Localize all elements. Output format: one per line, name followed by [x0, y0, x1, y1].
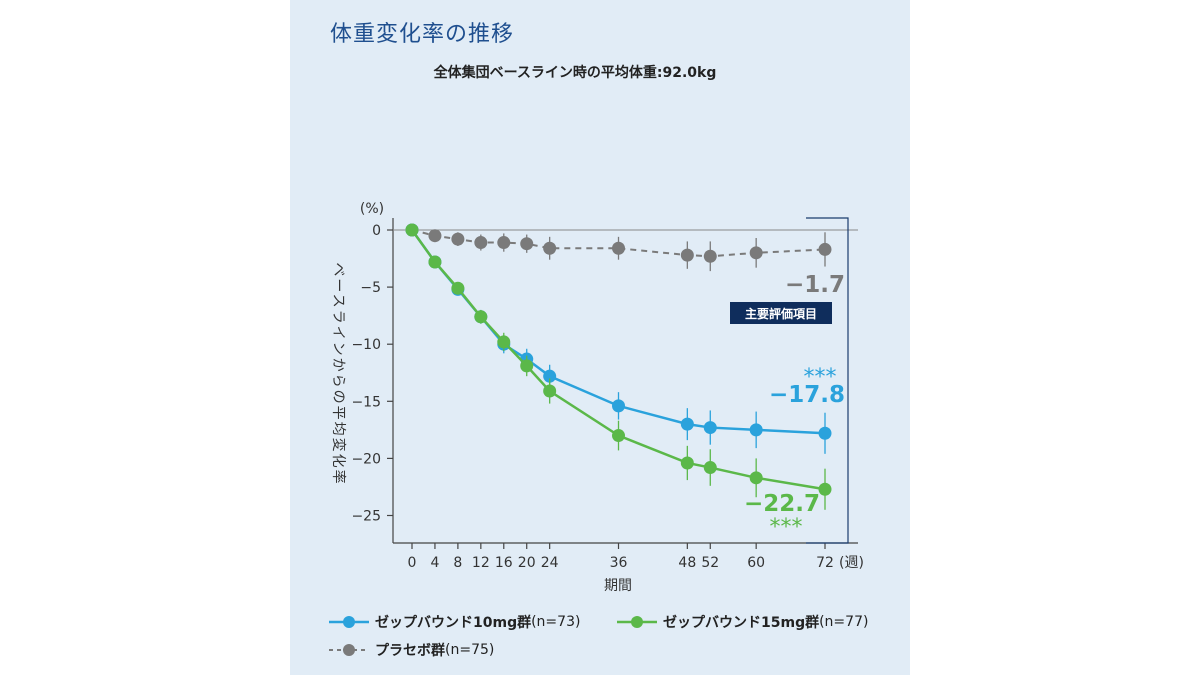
y-tick-label: 0 — [372, 223, 381, 239]
data-point-dose15 — [497, 335, 511, 349]
x-tick-label: 52 — [701, 555, 719, 571]
data-point-placebo — [497, 236, 511, 250]
y-tick-label: −25 — [351, 509, 381, 525]
data-point-dose10 — [680, 417, 694, 431]
x-tick-label: 0 — [408, 555, 417, 571]
data-point-dose15 — [451, 281, 465, 295]
data-point-placebo — [474, 236, 488, 250]
data-point-placebo — [680, 248, 694, 262]
data-point-placebo — [451, 232, 465, 246]
data-point-dose10 — [703, 421, 717, 435]
y-tick-label: −20 — [351, 451, 381, 467]
data-point-dose15 — [818, 482, 832, 496]
y-unit-label: (%) — [360, 201, 384, 217]
x-axis-title: 期間 — [604, 578, 632, 594]
data-point-dose15 — [680, 456, 694, 470]
placebo-final-value: −1.7 — [785, 272, 845, 298]
legend-marker-dose15 — [617, 616, 657, 628]
data-point-dose15 — [520, 359, 534, 373]
x-tick-label: 4 — [430, 555, 439, 571]
data-point-dose10 — [543, 369, 557, 383]
legend-marker-placebo — [329, 644, 369, 656]
data-point-dose15 — [428, 255, 442, 269]
y-tick-label: −15 — [351, 394, 381, 410]
dose10-significance: *** — [804, 365, 837, 390]
x-tick-label: 72 — [816, 555, 834, 571]
data-point-dose10 — [612, 399, 625, 413]
legend-n-dose15: (n=77) — [819, 614, 869, 630]
x-tick-label: 20 — [518, 555, 536, 571]
series-line-placebo — [411, 229, 826, 258]
legend-label-dose15: ゼップバウンド15mg群 — [663, 615, 820, 631]
y-tick-label: −5 — [360, 280, 381, 296]
data-point-dose10 — [818, 426, 832, 440]
data-point-placebo — [749, 246, 763, 260]
dose15-final-value: −22.7 — [744, 491, 820, 517]
x-tick-label: 16 — [495, 555, 513, 571]
primary-endpoint-label: 主要評価項目 — [745, 306, 817, 321]
data-point-placebo — [520, 237, 534, 251]
x-tick-label: 36 — [610, 555, 628, 571]
chart-subtitle: 全体集団ベースライン時の平均体重:92.0kg — [433, 65, 717, 81]
x-tick-label: 24 — [541, 555, 559, 571]
dose10-final-value: −17.8 — [769, 382, 845, 408]
primary-endpoint-bracket — [806, 217, 849, 544]
data-point-placebo — [543, 241, 557, 255]
dose15-significance: *** — [770, 515, 803, 540]
data-point-dose15 — [703, 461, 717, 475]
data-point-placebo — [703, 249, 717, 263]
page-title: 体重変化率の推移 — [330, 22, 515, 47]
data-point-placebo — [818, 242, 832, 256]
y-axis-title: ベースラインからの平均変化率 — [330, 262, 347, 485]
primary-endpoint-badge: 主要評価項目 — [730, 302, 832, 324]
series-dose15 — [405, 223, 832, 510]
data-point-dose15 — [405, 223, 419, 237]
legend-marker-dose10 — [329, 616, 369, 628]
primary-endpoint-badge-bg — [730, 302, 832, 324]
x-tick-label: 48 — [678, 555, 696, 571]
data-point-placebo — [612, 241, 625, 255]
x-unit-label: (週) — [839, 555, 864, 571]
legend-item-dose15: ゼップバウンド15mg群 (n=77) — [615, 612, 868, 632]
x-tick-label: 60 — [747, 555, 765, 571]
x-tick-label: 8 — [453, 555, 462, 571]
legend-label-placebo: プラセボ群 — [375, 643, 445, 659]
legend-item-dose10: ゼップバウンド10mg群 (n=73) — [327, 612, 580, 632]
x-tick-label: 12 — [472, 555, 490, 571]
y-tick-label: −10 — [351, 337, 381, 353]
legend-item-placebo: プラセボ群 (n=75) — [327, 640, 494, 660]
data-point-dose10 — [749, 423, 763, 437]
data-point-dose15 — [612, 429, 625, 443]
legend-n-dose10: (n=73) — [531, 614, 581, 630]
data-point-dose15 — [474, 310, 488, 324]
legend-n-placebo: (n=75) — [445, 642, 495, 658]
data-point-dose15 — [749, 471, 763, 485]
data-point-dose15 — [543, 384, 557, 398]
data-point-placebo — [428, 229, 442, 243]
series-placebo — [405, 223, 832, 272]
legend-label-dose10: ゼップバウンド10mg群 — [375, 615, 532, 631]
